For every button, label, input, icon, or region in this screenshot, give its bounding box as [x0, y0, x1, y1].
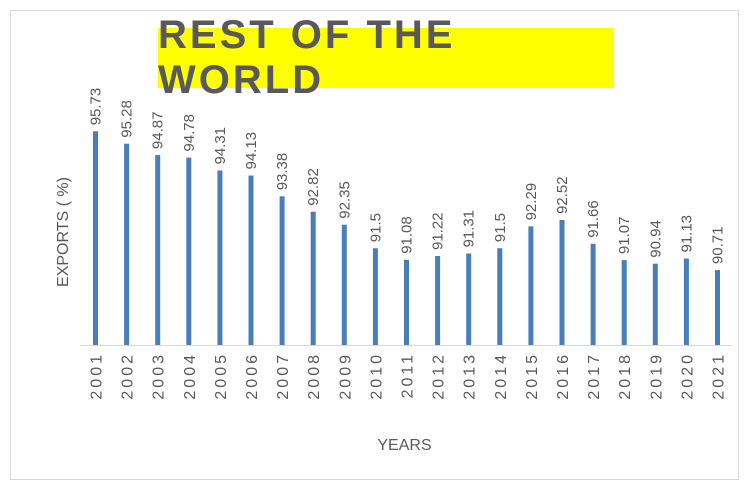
x-tick-label-2006: 2006: [244, 352, 261, 400]
bars-group: [93, 131, 720, 345]
data-label-2007: 93.38: [274, 153, 291, 191]
x-tick-label-2014: 2014: [493, 352, 510, 400]
x-tick-label-2018: 2018: [617, 352, 634, 400]
data-label-2011: 91.08: [399, 216, 416, 254]
data-label-2008: 92.82: [305, 168, 322, 206]
bar-2017: [590, 243, 596, 345]
bar-2005: [217, 170, 223, 345]
data-label-2017: 91.66: [585, 200, 602, 238]
x-tick-label-2009: 2009: [337, 352, 354, 400]
x-tick-label-2001: 2001: [89, 352, 106, 400]
bar-2019: [652, 263, 658, 345]
bar-2015: [528, 226, 534, 345]
bar-2001: [93, 131, 98, 345]
x-tick-label-2016: 2016: [555, 352, 572, 400]
data-label-2012: 91.22: [430, 212, 447, 250]
chart-title-box: REST OF THE WORLD: [158, 13, 614, 102]
x-tick-label-2012: 2012: [431, 352, 448, 400]
x-tick-label-2007: 2007: [275, 352, 292, 400]
chart-title: REST OF THE WORLD: [158, 13, 456, 102]
data-label-2014: 91.5: [492, 213, 509, 242]
bar-2011: [404, 259, 409, 345]
bar-2016: [559, 220, 565, 345]
y-axis-title: EXPORTS ( %): [55, 177, 72, 287]
x-tick-label-2002: 2002: [120, 352, 137, 400]
bar-2007: [279, 196, 285, 345]
x-tick-labels-group: 2001 2002 2003 2004 2005 2006 2007 2008 2009 2010…: [89, 352, 728, 400]
bar-2013: [466, 253, 472, 345]
data-label-2009: 92.35: [336, 181, 353, 219]
x-tick-label-2005: 2005: [213, 352, 230, 400]
x-tick-label-2004: 2004: [182, 352, 199, 400]
chart-frame: [10, 10, 739, 480]
data-label-2021: 90.71: [710, 227, 727, 265]
x-tick-label-2020: 2020: [679, 352, 696, 400]
x-tick-label-2015: 2015: [524, 352, 541, 400]
bar-2018: [621, 260, 627, 345]
bar-2003: [155, 155, 161, 345]
data-label-2013: 91.31: [461, 210, 478, 248]
data-label-2015: 92.29: [523, 183, 540, 221]
bar-2021: [715, 270, 720, 345]
bar-2020: [683, 258, 689, 345]
bar-2010: [372, 248, 378, 345]
data-label-2019: 90.94: [647, 220, 664, 258]
bar-2012: [435, 256, 441, 345]
bar-2008: [310, 211, 316, 345]
data-label-2018: 91.07: [616, 217, 633, 255]
data-label-2002: 95.28: [119, 100, 136, 138]
data-label-2004: 94.78: [181, 114, 198, 152]
bar-2009: [341, 224, 347, 345]
data-label-2005: 94.31: [212, 127, 229, 165]
x-tick-label-2008: 2008: [306, 352, 323, 400]
data-labels-group: 95.73 95.28 94.87 94.78 94.31 94.13 93.38 92.82…: [88, 88, 727, 264]
x-tick-label-2011: 2011: [400, 352, 417, 398]
data-label-2016: 92.52: [554, 176, 571, 214]
x-tick-label-2003: 2003: [151, 352, 168, 400]
data-label-2003: 94.87: [150, 112, 167, 150]
bar-2006: [248, 175, 254, 345]
bar-2002: [124, 143, 130, 345]
data-label-2006: 94.13: [243, 132, 260, 170]
data-label-2010: 91.5: [367, 213, 384, 242]
x-tick-label-2017: 2017: [586, 352, 603, 400]
bar-2004: [186, 157, 192, 345]
data-label-2001: 95.73: [88, 88, 105, 126]
x-tick-label-2019: 2019: [648, 352, 665, 400]
x-tick-label-2013: 2013: [462, 352, 479, 400]
data-label-2020: 91.13: [678, 215, 695, 253]
x-tick-label-2010: 2010: [368, 352, 385, 400]
bar-2014: [497, 248, 503, 345]
x-axis-title: YEARS: [377, 437, 431, 454]
x-tick-label-2021: 2021: [711, 352, 728, 400]
